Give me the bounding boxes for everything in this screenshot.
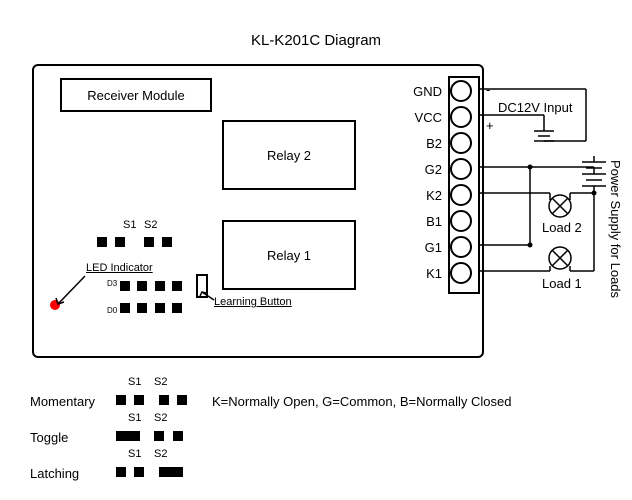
terminal-row: G1 — [402, 234, 476, 260]
terminal-label: GND — [402, 84, 446, 99]
diagram-title: KL-K201C Diagram — [0, 32, 632, 49]
terminal-circle-icon — [450, 210, 472, 232]
terminal-row: VCC — [402, 104, 476, 130]
terminal-label: G2 — [402, 162, 446, 177]
jumper-square — [115, 237, 125, 247]
diagram-canvas: KL-K201C Diagram Receiver Module Relay 2… — [0, 0, 632, 500]
d3-label: D3 — [107, 279, 117, 288]
toggle-jumpers — [116, 428, 183, 446]
jumper-bar — [159, 467, 183, 477]
led-square — [137, 303, 147, 313]
terminal-circle-icon — [450, 262, 472, 284]
receiver-module-label: Receiver Module — [87, 88, 185, 103]
terminal-row: B1 — [402, 208, 476, 234]
mom-s2: S2 — [154, 376, 167, 388]
terminal-label: K2 — [402, 188, 446, 203]
s2-board-label: S2 — [144, 219, 157, 231]
jumper-square — [97, 237, 107, 247]
terminal-circle-icon — [450, 132, 472, 154]
led-square — [120, 303, 130, 313]
terminal-circle-icon — [450, 80, 472, 102]
learning-button-arrow — [198, 290, 218, 304]
relay2-box: Relay 2 — [222, 120, 356, 190]
jumper-square — [173, 431, 183, 441]
latching-jumpers — [116, 464, 183, 482]
mom-s1: S1 — [128, 376, 141, 388]
toggle-label: Toggle — [30, 430, 68, 445]
relay2-label: Relay 2 — [267, 148, 311, 163]
lat-s1: S1 — [128, 448, 141, 460]
jumper-square — [154, 431, 164, 441]
terminal-label: K1 — [402, 266, 446, 281]
s1-board-label: S1 — [123, 219, 136, 231]
terminal-circle-icon — [450, 106, 472, 128]
jumper-square — [144, 237, 154, 247]
terminal-label: B1 — [402, 214, 446, 229]
jumper-square — [177, 395, 187, 405]
led-square — [120, 281, 130, 291]
jumper-square — [134, 467, 144, 477]
board-jumper-row — [97, 234, 172, 252]
jumper-square — [134, 395, 144, 405]
jumper-square — [159, 395, 169, 405]
load2-label: Load 2 — [542, 220, 582, 235]
terminal-row: K2 — [402, 182, 476, 208]
terminal-label: VCC — [402, 110, 446, 125]
terminal-row: K1 — [402, 260, 476, 286]
terminal-label: B2 — [402, 136, 446, 151]
terminal-circle-icon — [450, 158, 472, 180]
lat-s2: S2 — [154, 448, 167, 460]
momentary-jumpers — [116, 392, 187, 410]
receiver-module-box: Receiver Module — [60, 78, 212, 112]
led-square — [172, 303, 182, 313]
relay1-label: Relay 1 — [267, 248, 311, 263]
led-square — [137, 281, 147, 291]
terminal-label: G1 — [402, 240, 446, 255]
led-grid — [120, 278, 182, 318]
legend-text: K=Normally Open, G=Common, B=Normally Cl… — [212, 394, 511, 409]
terminal-circle-icon — [450, 236, 472, 258]
momentary-label: Momentary — [30, 394, 95, 409]
power-supply-label: Power Supply for Loads — [608, 160, 623, 298]
led-square — [155, 281, 165, 291]
load1-label: Load 1 — [542, 276, 582, 291]
jumper-square — [116, 467, 126, 477]
tog-s1: S1 — [128, 412, 141, 424]
learning-button-label: Learning Button — [214, 296, 292, 308]
jumper-bar — [116, 431, 140, 441]
jumper-square — [162, 237, 172, 247]
terminal-row: GND — [402, 78, 476, 104]
led-indicator-label: LED Indicator — [86, 262, 153, 274]
tog-s2: S2 — [154, 412, 167, 424]
power-battery-icon — [582, 162, 606, 186]
led-square — [155, 303, 165, 313]
terminal-row: G2 — [402, 156, 476, 182]
terminal-row: B2 — [402, 130, 476, 156]
led-arrow — [50, 268, 90, 308]
terminal-list: GND VCC B2 G2 K2 B1 G1 K1 — [402, 78, 476, 286]
terminal-circle-icon — [450, 184, 472, 206]
relay1-box: Relay 1 — [222, 220, 356, 290]
d0-label: D0 — [107, 306, 117, 315]
wiring-svg — [476, 76, 626, 356]
latching-label: Latching — [30, 466, 79, 481]
jumper-square — [116, 395, 126, 405]
led-square — [172, 281, 182, 291]
